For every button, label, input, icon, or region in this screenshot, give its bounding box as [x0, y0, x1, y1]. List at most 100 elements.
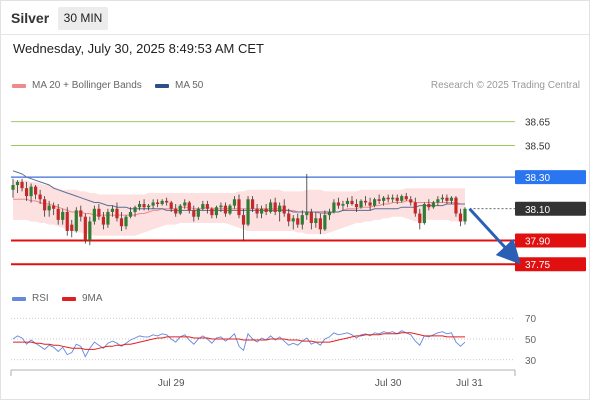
- candle-body: [368, 202, 372, 206]
- candle-body: [241, 215, 246, 225]
- candle-body: [391, 197, 395, 200]
- legend-ma20: MA 20 + Bollinger Bands: [12, 80, 142, 91]
- level-label: 38.65: [525, 118, 550, 129]
- candle-body: [382, 197, 386, 201]
- x-tick-label: Jul 30: [375, 378, 402, 389]
- candle-body: [363, 200, 368, 203]
- candle-body: [88, 221, 92, 241]
- timestamp: Wednesday, July 30, 2025 8:49:53 AM CET: [13, 41, 264, 56]
- candle-body: [133, 207, 137, 212]
- candle-body: [210, 208, 214, 216]
- candle-body: [178, 205, 182, 214]
- rsi-tick-label: 70: [525, 314, 537, 325]
- candle-body: [250, 199, 255, 209]
- x-tick-label: Jul 29: [158, 378, 185, 389]
- candle-body: [219, 205, 223, 208]
- candle-body: [449, 197, 454, 201]
- ma20-swatch-icon: [12, 83, 26, 88]
- instrument-title: Silver: [11, 10, 50, 26]
- candle-body: [223, 205, 228, 214]
- rsi-ma-swatch-icon: [62, 296, 76, 301]
- rsi-tick-label: 50: [525, 335, 537, 346]
- candle-body: [165, 200, 169, 203]
- candle-body: [106, 211, 110, 225]
- forecast-arrow: [468, 207, 521, 265]
- candle-body: [137, 204, 142, 208]
- timeframe-selector[interactable]: 30 MIN: [58, 7, 108, 30]
- candle-body: [34, 186, 38, 195]
- candle-body: [237, 199, 241, 216]
- level-label-box: [515, 233, 586, 248]
- candle-body: [52, 205, 56, 209]
- candle-body: [291, 218, 295, 222]
- candle-body: [74, 210, 78, 231]
- level-label-box: [515, 257, 586, 272]
- candle-body: [196, 208, 200, 217]
- legend-rsi: RSI: [12, 293, 49, 304]
- candle-body: [151, 202, 155, 206]
- x-tick-label: Jul 31: [456, 378, 483, 389]
- candle-body: [124, 216, 128, 227]
- candle-body: [61, 211, 65, 220]
- candle-body: [458, 213, 463, 222]
- candle-body: [418, 213, 422, 224]
- candle-body: [422, 204, 426, 224]
- candle-body: [445, 197, 449, 201]
- candle-body: [345, 200, 350, 205]
- candle-body: [97, 208, 101, 217]
- candle-body: [56, 208, 60, 220]
- rsi-swatch-icon: [12, 296, 26, 301]
- level-label: 37.90: [525, 236, 550, 247]
- candle-body: [309, 211, 313, 224]
- candle-body: [83, 216, 87, 241]
- candle-body: [119, 218, 124, 227]
- candle-body: [300, 215, 304, 225]
- candle-body: [205, 204, 209, 209]
- candle-body: [273, 202, 277, 212]
- candle-body: [282, 205, 286, 214]
- candle-body: [201, 204, 205, 209]
- level-label-box: [515, 170, 586, 185]
- candle-body: [323, 215, 327, 230]
- chart-header: Silver 30 MIN: [0, 0, 590, 35]
- candle-body: [29, 186, 33, 197]
- candle-body: [169, 202, 173, 209]
- candle-body: [183, 202, 187, 206]
- candle-body: [47, 205, 51, 211]
- candle-body: [350, 200, 354, 205]
- candle-body: [70, 224, 74, 231]
- candle-body: [413, 202, 417, 214]
- candle-body: [43, 199, 47, 211]
- candle-body: [232, 199, 237, 206]
- candle-body: [395, 197, 399, 201]
- level-label: 38.10: [525, 205, 550, 216]
- candle-body: [436, 199, 440, 203]
- candle-body: [246, 199, 250, 225]
- level-label: 37.75: [525, 260, 550, 271]
- candle-body: [269, 202, 273, 212]
- candle-body: [24, 188, 29, 197]
- candle-body: [228, 205, 232, 214]
- candles: [11, 173, 467, 246]
- candle-body: [174, 208, 178, 214]
- candle-body: [160, 200, 164, 205]
- level-label: 38.50: [525, 141, 550, 152]
- legend-ma50-label: MA 50: [175, 80, 204, 91]
- candle-body: [79, 210, 83, 217]
- candle-body: [65, 211, 69, 231]
- candle-body: [359, 200, 363, 208]
- credit-text: Research © 2025 Trading Central: [430, 80, 580, 91]
- candle-body: [336, 202, 341, 206]
- candle-body: [327, 211, 331, 216]
- candle-body: [255, 208, 259, 214]
- candle-body: [440, 197, 444, 200]
- candle-body: [128, 211, 133, 217]
- candle-body: [214, 207, 218, 216]
- candle-body: [187, 202, 191, 211]
- candle-body: [373, 199, 377, 206]
- candle-body: [400, 196, 404, 201]
- candle-body: [264, 208, 268, 212]
- candle-body: [156, 202, 160, 205]
- candle-body: [318, 218, 322, 230]
